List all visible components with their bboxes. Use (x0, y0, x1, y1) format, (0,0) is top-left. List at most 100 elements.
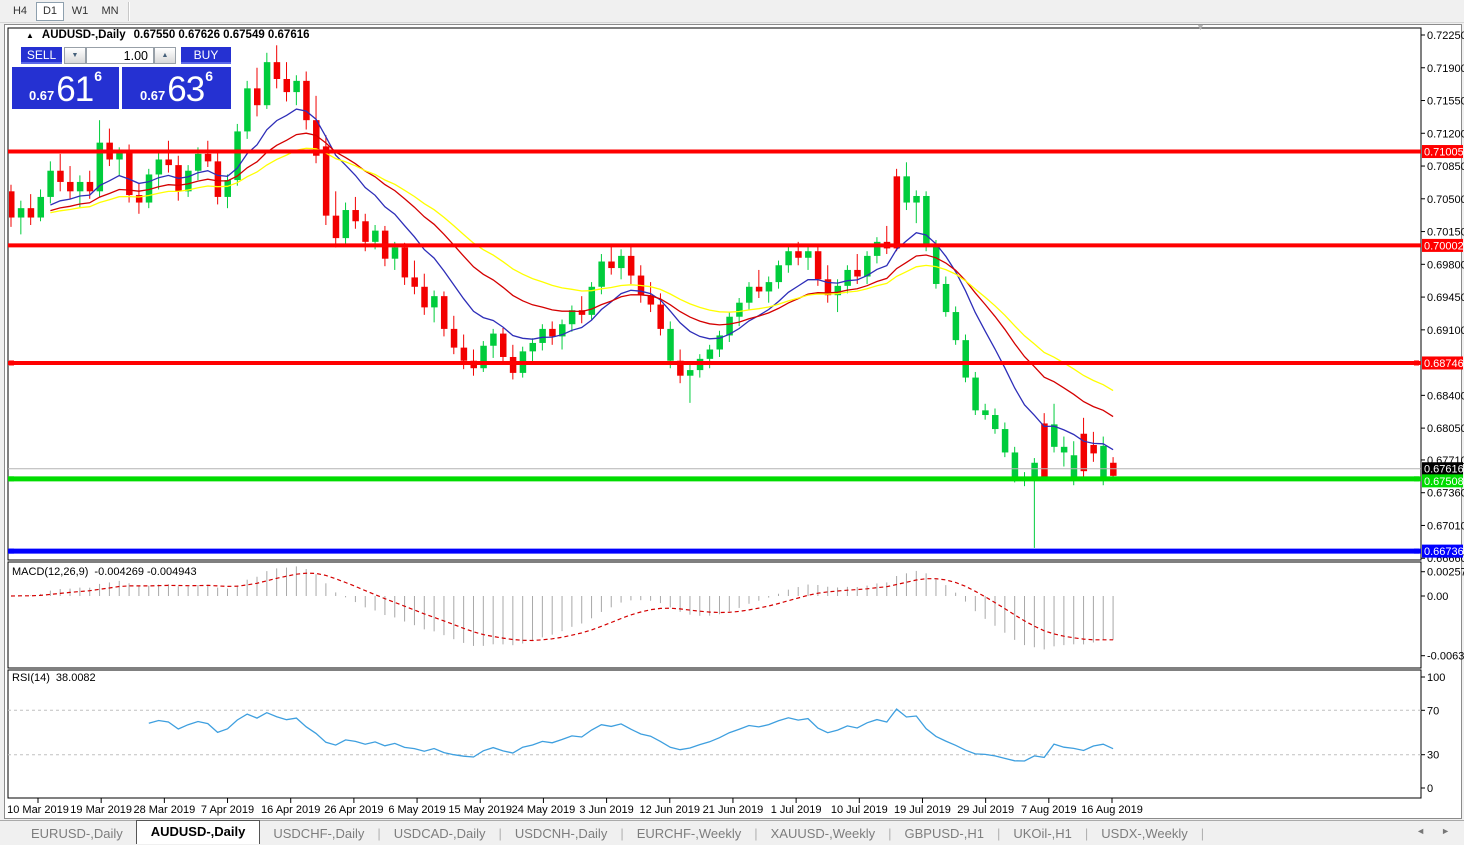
candle-body (1110, 462, 1117, 476)
tabs-scroll-left-icon[interactable]: ◄ (1416, 826, 1426, 836)
price-tag-label: 0.71005 (1424, 147, 1464, 159)
price-tick-label: 0.69800 (1427, 259, 1464, 271)
candle-body (923, 195, 930, 246)
ma-line-20 (50, 132, 1114, 418)
timeframe-button-w1[interactable]: W1 (71, 5, 89, 17)
timeframe-button-mn[interactable]: MN (101, 5, 119, 17)
tab-eurusd-daily[interactable]: EURUSD-,Daily (31, 825, 123, 841)
tab-usdcnh-daily[interactable]: USDCNH-,Daily (514, 825, 608, 841)
tab-audusd-daily[interactable]: AUDUSD-,Daily (135, 819, 261, 844)
chart-symbol-label: AUDUSD-,Daily (41, 29, 126, 41)
candle-body (795, 251, 802, 258)
sell-price-box[interactable]: 0.67 61 6 (12, 67, 119, 109)
timeframe-button-h4[interactable]: H4 (12, 5, 28, 17)
candle-body (1080, 433, 1088, 472)
date-tick-label: 26 Apr 2019 (324, 804, 383, 816)
candle-body (942, 283, 950, 313)
macd-axis-label: 0.002574 (1427, 567, 1464, 579)
candle-body (401, 247, 409, 278)
candle-body (460, 347, 468, 361)
rsi-axis-label: 30 (1427, 750, 1439, 762)
collapse-icon[interactable]: ▲ (26, 30, 34, 40)
line-handle[interactable] (9, 476, 14, 482)
candle-body (765, 282, 773, 292)
tab-usdchf-daily[interactable]: USDCHF-,Daily (273, 825, 365, 841)
date-tick-label: 6 May 2019 (388, 804, 445, 816)
rsi-pane[interactable] (7, 669, 1422, 799)
price-pane[interactable] (7, 27, 1422, 561)
candle-body (283, 78, 291, 93)
tabs-scroll-right-icon[interactable]: ► (1441, 826, 1450, 836)
candle-body (598, 261, 605, 287)
candle-body (86, 181, 94, 192)
tab-separator: | (377, 825, 381, 841)
tab-ukoil-h1[interactable]: UKOil-,H1 (1013, 825, 1072, 841)
buy-price-box[interactable]: 0.67 63 6 (122, 67, 231, 109)
rsi-axis-label: 0 (1427, 783, 1433, 795)
buy-button[interactable]: BUY (181, 47, 231, 64)
line-handle[interactable] (9, 548, 14, 554)
candle-body (185, 170, 192, 192)
date-tick-label: 16 Aug 2019 (1081, 804, 1143, 816)
tab-gbpusd-h1[interactable]: GBPUSD-,H1 (904, 825, 984, 841)
candle-body (352, 210, 359, 222)
line-handle[interactable] (1414, 476, 1419, 482)
price-tick-label: 0.71200 (1427, 128, 1464, 140)
line-handle[interactable] (9, 360, 14, 366)
macd-pane[interactable] (7, 561, 1422, 669)
line-handle[interactable] (1414, 548, 1419, 554)
candle-body (982, 410, 989, 416)
date-tick-label: 19 Mar 2019 (70, 804, 132, 816)
price-tag-label: 0.68746 (1424, 358, 1464, 370)
tab-eurchf-weekly[interactable]: EURCHF-,Weekly (636, 825, 742, 841)
tab-usdcad-daily[interactable]: USDCAD-,Daily (393, 825, 486, 841)
price-axis[interactable]: 0.72250 0.71900 0.71550 0.71200 0.70850 0.705… (1421, 30, 1464, 795)
candle-body (37, 196, 45, 218)
candle-body (686, 370, 694, 376)
volume-input[interactable] (86, 47, 154, 64)
candle-body (1011, 452, 1019, 479)
toolbar-separator (128, 1, 130, 21)
date-tick-label: 16 Apr 2019 (261, 804, 320, 816)
candle-body (805, 251, 812, 258)
candle-body (539, 328, 546, 343)
candle-body (952, 312, 960, 341)
price-tag-label: 0.67616 (1424, 464, 1464, 476)
candle-body (647, 295, 655, 305)
sell-button[interactable]: SELL (21, 47, 62, 64)
chart-scroll-marker-icon[interactable]: ▼ (1196, 22, 1205, 32)
chart-title: ▲ AUDUSD-,Daily 0.67550 0.67626 0.67549 … (26, 29, 310, 41)
tab-usdx-weekly[interactable]: USDX-,Weekly (1101, 825, 1188, 841)
candle-body (126, 152, 133, 196)
tab-xauusd-weekly[interactable]: XAUUSD-,Weekly (770, 825, 876, 841)
price-tick-label: 0.67360 (1427, 488, 1464, 500)
candle-body (135, 195, 143, 203)
volume-increase-icon[interactable]: ▲ (154, 47, 176, 64)
candle-body (254, 88, 261, 106)
date-axis[interactable]: 10 Mar 2019 19 Mar 2019 28 Mar 2019 7 Apr 2… (7, 798, 1143, 816)
candle-body (313, 120, 320, 156)
candle-body (421, 286, 428, 308)
line-handle[interactable] (1414, 360, 1419, 366)
one-click-trade-panel: SELL ▼ ▲ BUY 0.67 61 6 0.67 63 6 (12, 46, 231, 109)
date-tick-label: 7 Apr 2019 (201, 804, 254, 816)
candle-body (588, 286, 596, 315)
tab-separator: | (620, 825, 624, 841)
candle-body (9, 191, 15, 218)
candle-body (746, 286, 753, 303)
volume-decrease-icon[interactable]: ▼ (64, 47, 86, 64)
price-tick-label: 0.72250 (1427, 30, 1464, 42)
candle-body (67, 181, 74, 192)
candle-body (96, 142, 104, 192)
candle-body (440, 296, 448, 329)
tab-separator: | (1200, 825, 1205, 841)
candle-body (1031, 462, 1038, 481)
candle-body (529, 342, 537, 352)
price-tick-label: 0.69100 (1427, 325, 1464, 337)
tab-separator: | (754, 825, 758, 841)
candle-body (57, 170, 64, 182)
candle-body (362, 221, 369, 242)
timeframe-button-d1[interactable]: D1 (36, 1, 64, 21)
candle-body (903, 176, 910, 203)
